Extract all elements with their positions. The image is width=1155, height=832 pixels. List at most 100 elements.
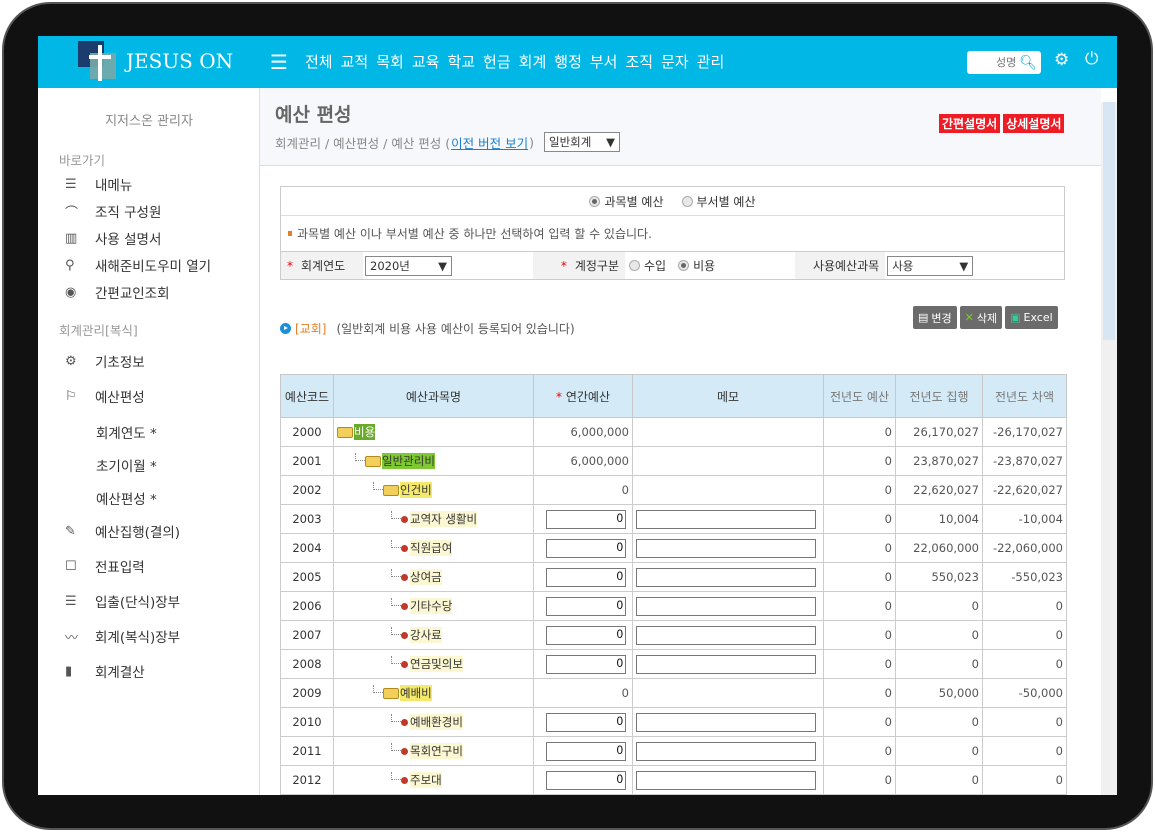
sidebar-item[interactable]: ⌒ 조직 구성원 — [65, 201, 161, 221]
account-select[interactable]: 일반회계 ▼ — [543, 132, 620, 152]
subject-name[interactable]: 예배비 — [400, 685, 432, 701]
budget-input[interactable] — [546, 712, 626, 732]
memo-input[interactable] — [636, 596, 816, 616]
sidebar-item-label: 새해준비도우미 열기 — [95, 259, 212, 275]
sidebar-item[interactable]: ⚲ 새해준비도우미 열기 — [65, 255, 212, 276]
subject-name[interactable]: 상여금 — [410, 569, 442, 585]
use-select[interactable]: 사용 ▼ — [887, 255, 974, 276]
nav-item[interactable]: 문자 — [661, 53, 689, 71]
sidebar-item[interactable]: ☐ 전표입력 — [65, 556, 145, 577]
sidebar-item[interactable]: ✎ 예산집행(결의) — [65, 521, 181, 542]
memo-input[interactable] — [636, 625, 816, 645]
nav-item[interactable]: 목회 — [376, 53, 404, 71]
folder-icon — [337, 426, 353, 438]
budget-input[interactable] — [546, 538, 626, 558]
sidebar-item[interactable]: ▮ 회계결산 — [65, 661, 145, 682]
hamburger-icon[interactable]: ☰ — [270, 50, 288, 74]
tree-line — [373, 482, 383, 490]
memo-cell — [632, 417, 824, 447]
sidebar-subitem[interactable]: 회계연도 * — [96, 426, 157, 442]
excel-button[interactable]: ▣ Excel — [1005, 306, 1058, 329]
name: 직원급여 — [337, 540, 530, 556]
budget-input[interactable] — [546, 770, 626, 790]
memo-input[interactable] — [636, 538, 816, 558]
sidebar-item[interactable]: ▥ 사용 설명서 — [65, 228, 161, 249]
previous-version-link[interactable]: 이전 버전 보기 — [451, 135, 529, 151]
memo-input[interactable] — [636, 770, 816, 790]
year-select[interactable]: 2020년 ▼ — [365, 255, 452, 276]
sidebar-item-label: 예산집행(결의) — [95, 525, 181, 541]
sidebar-item[interactable]: ⚐ 예산편성 — [65, 386, 145, 407]
prev-diff-cell: -22,060,000 — [982, 533, 1067, 563]
subject-name[interactable]: 일반관리비 — [382, 453, 435, 469]
nav-item[interactable]: 교육 — [411, 53, 440, 71]
subject-name[interactable]: 연금및의보 — [410, 656, 463, 672]
subject-name[interactable]: 비용 — [354, 424, 376, 440]
subject-name[interactable]: 인건비 — [400, 482, 432, 498]
memo-input[interactable] — [636, 567, 816, 587]
gear-icon[interactable]: ⚙ — [1054, 50, 1070, 70]
nav-item[interactable]: 전체 — [305, 53, 333, 71]
search-box: 🔍︎ — [967, 51, 1041, 74]
subject-name[interactable]: 교역자 생활비 — [410, 511, 478, 527]
budget-input[interactable] — [546, 596, 626, 616]
scrollbar[interactable] — [1101, 102, 1117, 795]
radio-checked-icon — [589, 195, 601, 207]
nav-item[interactable]: 교적 — [340, 53, 369, 71]
name-cell: 성가대 — [333, 794, 534, 795]
subject-name[interactable]: 주보대 — [410, 772, 442, 788]
power-icon[interactable]: ⏻ — [1085, 49, 1099, 69]
simple-manual-button[interactable]: 간편설명서 — [939, 114, 1001, 133]
budget-input[interactable] — [546, 509, 626, 529]
subject-name[interactable]: 기타수당 — [410, 598, 453, 614]
nav-item[interactable]: 헌금 — [483, 53, 511, 71]
nav-item[interactable]: 학교 — [447, 53, 476, 71]
sidebar-subitem[interactable]: 초기이월 * — [96, 459, 157, 475]
top-bar: JESUS ON ☰ 전체 교적 목회 교육 학교 헌금 회계 행정 부서 조직 문자 관리 🔍︎ ⚙… — [38, 36, 1117, 88]
tree-line — [391, 743, 401, 751]
radio-expense[interactable]: 비용 — [678, 257, 715, 274]
budget-input[interactable] — [546, 625, 626, 645]
radio-by-subject[interactable]: 과목별 예산 — [589, 193, 664, 210]
change-button[interactable]: ▤ 변경 — [913, 306, 957, 329]
sidebar-item[interactable]: ☰ 내메뉴 — [65, 174, 132, 195]
detail-manual-button[interactable]: 상세설명서 — [1003, 114, 1065, 133]
nav-item[interactable]: 행정 — [554, 53, 582, 71]
nav-item[interactable]: 부서 — [589, 53, 618, 71]
sidebar-item-label: 전표입력 — [95, 560, 145, 576]
sidebar-item[interactable]: 〰 회계(복식)장부 — [65, 626, 180, 646]
name: 기타수당 — [337, 598, 530, 614]
delete-button[interactable]: ✕ 삭제 — [959, 306, 1003, 329]
subject-name[interactable]: 예배환경비 — [410, 714, 463, 730]
nav-item[interactable]: 회계 — [518, 53, 547, 71]
search-input[interactable] — [970, 56, 1017, 69]
code-cell: 2001 — [280, 446, 334, 476]
radio-by-department[interactable]: 부서별 예산 — [681, 193, 756, 210]
sidebar-subitem[interactable]: 예산편성 * — [96, 492, 157, 508]
search-icon[interactable]: 🔍︎ — [1019, 54, 1037, 71]
sidebar-item[interactable]: ◉ 간편교인조회 — [65, 282, 170, 303]
folder-icon — [383, 687, 399, 699]
subject-name[interactable]: 강사료 — [410, 627, 442, 643]
sidebar-item-label: 간편교인조회 — [95, 286, 170, 302]
sidebar-item[interactable]: ⚙ 기초정보 — [65, 351, 145, 372]
scrollbar-thumb[interactable] — [1103, 102, 1115, 340]
nav-item[interactable]: 조직 — [625, 53, 654, 71]
name-cell: 예배환경비 — [333, 707, 534, 737]
memo-input[interactable] — [636, 654, 816, 674]
dropdown-arrow-icon: ▼ — [438, 258, 447, 273]
radio-income[interactable]: 수입 — [629, 257, 666, 274]
budget-input[interactable] — [546, 741, 626, 761]
prev-budget-cell: 0 — [823, 417, 896, 447]
year-value: 2020년 — [370, 258, 410, 273]
nav-item[interactable]: 관리 — [696, 53, 725, 71]
memo-input[interactable] — [636, 509, 816, 529]
subject-name[interactable]: 직원급여 — [410, 540, 453, 556]
subject-name[interactable]: 목회연구비 — [410, 743, 463, 759]
budget-input[interactable] — [546, 567, 626, 587]
logo[interactable]: JESUS ON — [78, 41, 233, 81]
memo-input[interactable] — [636, 741, 816, 761]
budget-input[interactable] — [546, 654, 626, 674]
memo-input[interactable] — [636, 712, 816, 732]
sidebar-item[interactable]: ☰ 입출(단식)장부 — [65, 591, 180, 612]
